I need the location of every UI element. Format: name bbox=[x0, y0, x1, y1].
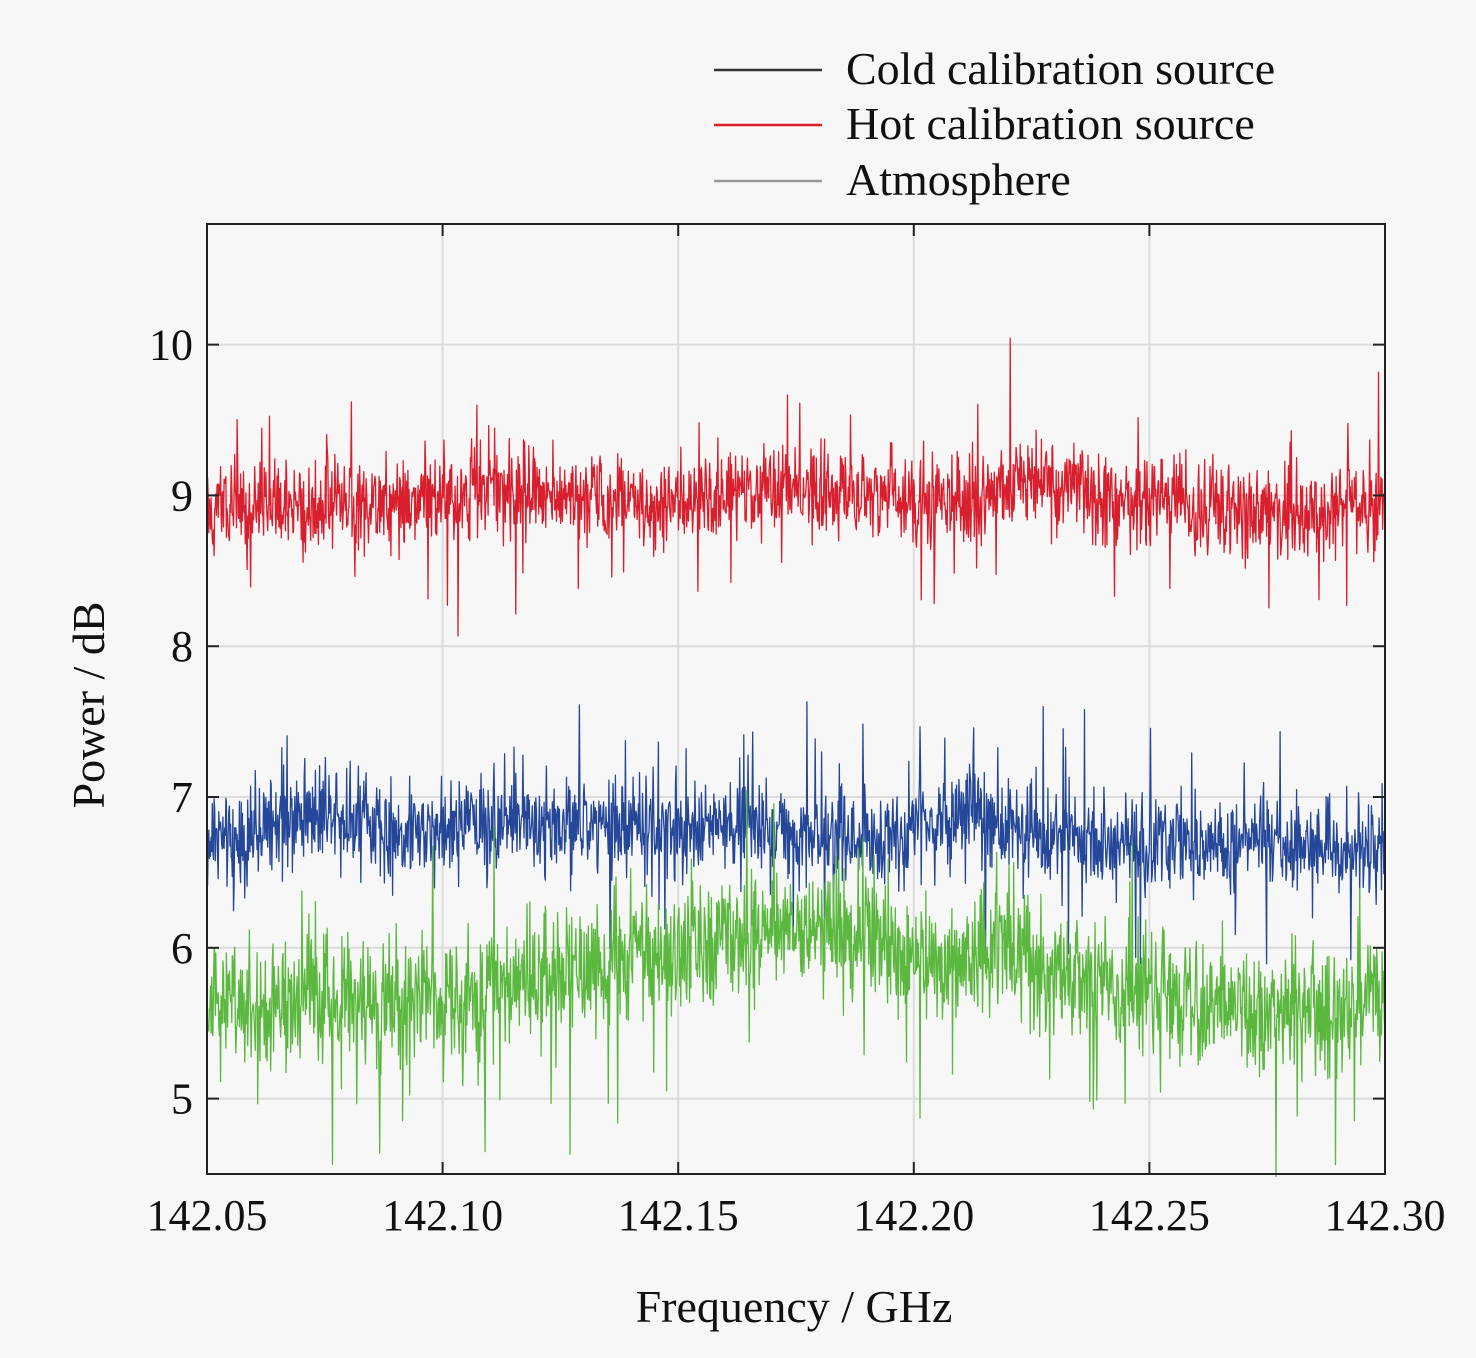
ticks bbox=[206, 224, 1386, 1174]
trace-cold bbox=[206, 701, 1386, 971]
x-axis-label: Frequency / GHz bbox=[636, 1281, 953, 1332]
legend-label-cold: Cold calibration source bbox=[846, 43, 1275, 94]
plot-frame bbox=[206, 223, 1386, 1175]
legend-label-hot: Hot calibration source bbox=[846, 98, 1255, 149]
legend-label-atmosphere: Atmosphere bbox=[846, 154, 1071, 205]
trace-hot bbox=[206, 337, 1386, 637]
x-tick-label: 142.05 bbox=[147, 1191, 268, 1240]
y-axis-label: Power / dB bbox=[63, 602, 114, 809]
traces bbox=[206, 337, 1386, 1178]
x-tick-label: 142.25 bbox=[1089, 1191, 1210, 1240]
y-tick-labels: 5 6 7 8 9 10 bbox=[149, 321, 193, 1124]
y-tick-label: 7 bbox=[171, 773, 193, 822]
y-tick-label: 5 bbox=[171, 1075, 193, 1124]
legend: Cold calibration source Hot calibration … bbox=[714, 43, 1275, 205]
y-tick-label: 10 bbox=[149, 321, 193, 370]
x-tick-label: 142.10 bbox=[382, 1191, 503, 1240]
y-tick-label: 8 bbox=[171, 622, 193, 671]
x-tick-label: 142.15 bbox=[618, 1191, 739, 1240]
x-tick-label: 142.30 bbox=[1325, 1191, 1446, 1240]
plot-area bbox=[207, 224, 1385, 1174]
trace-atmosphere bbox=[206, 789, 1386, 1178]
x-tick-labels: 142.05 142.10 142.15 142.20 142.25 142.3… bbox=[147, 1191, 1446, 1240]
x-tick-label: 142.20 bbox=[853, 1191, 974, 1240]
grid bbox=[206, 224, 1386, 1174]
y-tick-label: 6 bbox=[171, 924, 193, 973]
y-tick-label: 9 bbox=[171, 471, 193, 520]
